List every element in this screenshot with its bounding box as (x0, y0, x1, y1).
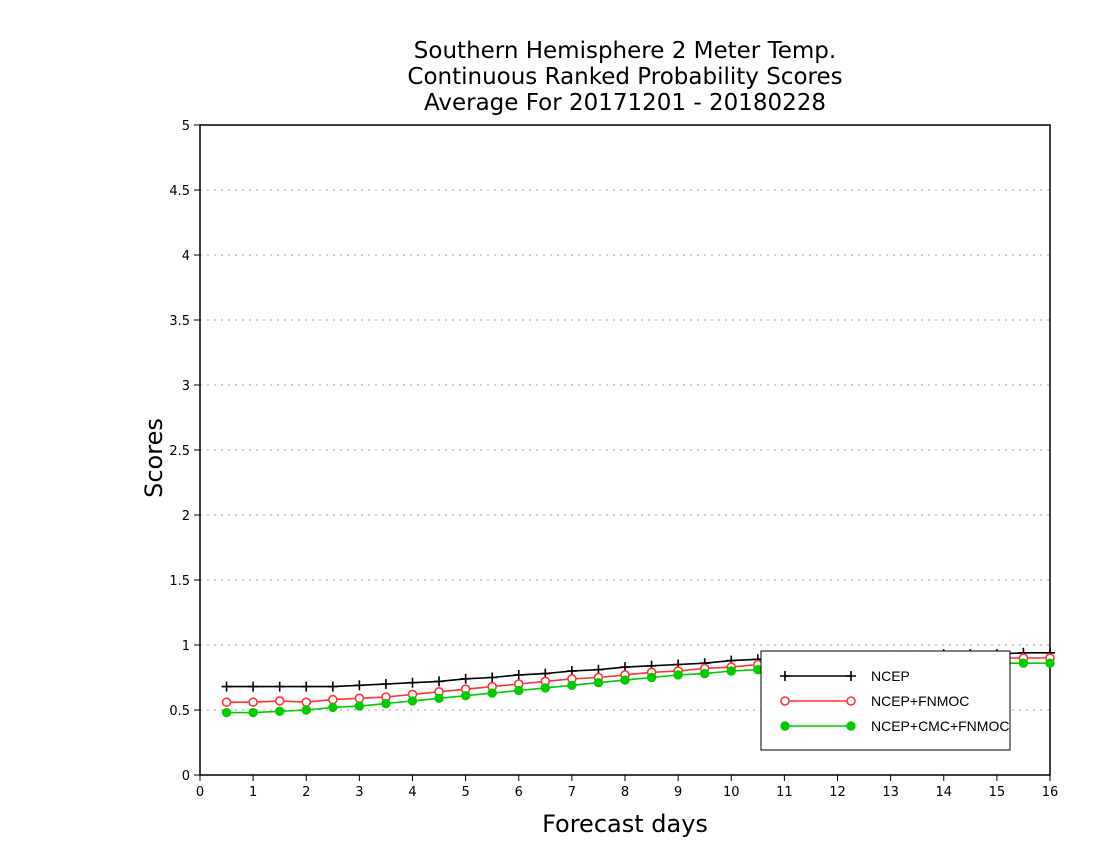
legend-label: NCEP+FNMOC (871, 693, 969, 709)
y-tick-label: 0 (182, 769, 190, 784)
data-point (274, 696, 285, 706)
data-point (620, 675, 630, 685)
y-tick-label: 5 (182, 119, 190, 134)
legend-marker (780, 696, 790, 706)
x-tick-label: 0 (196, 785, 204, 800)
y-tick-label: 1.5 (169, 574, 190, 589)
title-line-3: Average For 20171201 - 20180228 (424, 90, 826, 116)
grid (200, 124, 1050, 711)
data-point (487, 672, 498, 683)
data-point (1018, 658, 1029, 668)
data-point (274, 681, 285, 692)
data-point (301, 681, 312, 692)
x-tick-label: 9 (674, 785, 682, 800)
data-point (487, 688, 497, 698)
x-tick-label: 13 (882, 785, 899, 800)
y-tick-label: 1 (182, 639, 190, 654)
x-tick-label: 2 (302, 785, 310, 800)
data-point (354, 701, 365, 711)
data-point (407, 696, 418, 706)
legend-item: NCEP (780, 668, 910, 684)
data-point (328, 702, 338, 713)
data-point (460, 673, 471, 684)
y-tick-label: 2 (182, 509, 190, 524)
y-tick-label: 4.5 (169, 184, 190, 199)
chart-title: Southern Hemisphere 2 Meter Temp.Continu… (407, 38, 842, 116)
x-tick-label: 8 (621, 785, 629, 800)
data-point (673, 670, 683, 680)
legend-item: NCEP+FNMOC (780, 693, 969, 709)
legend: NCEP NCEP+FNMOC NCEP+CMC+FNMOC (760, 650, 1011, 751)
legend-label: NCEP+CMC+FNMOC (871, 718, 1009, 734)
data-point (380, 679, 391, 689)
data-point (248, 707, 258, 718)
legend-item: NCEP+CMC+FNMOC (780, 718, 1009, 734)
y-tick-label: 3 (182, 379, 190, 394)
data-point (434, 676, 445, 687)
data-point (354, 693, 365, 704)
y-tick-label: 4 (182, 249, 190, 264)
y-tick-label: 0.5 (169, 704, 190, 719)
legend-marker (780, 721, 790, 731)
y-tick-label: 2.5 (169, 444, 190, 459)
data-point (1045, 658, 1055, 668)
data-point (381, 698, 391, 709)
legend-label: NCEP (871, 668, 910, 684)
data-point (301, 705, 311, 715)
y-tick-label: 3.5 (169, 314, 190, 329)
data-point (327, 681, 338, 692)
data-point (540, 683, 551, 693)
legend-marker (780, 671, 790, 681)
x-axis-label: Forecast days (542, 810, 708, 838)
x-tick-label: 16 (1042, 785, 1059, 800)
data-point (274, 706, 285, 716)
x-axis: 0 1 2 3 4 5 6 7 8 9 10 11 12 13 14 15 16 (196, 775, 1058, 800)
data-point (221, 681, 232, 692)
data-point (646, 672, 657, 683)
x-tick-label: 4 (408, 785, 416, 800)
x-tick-label: 15 (989, 785, 1006, 800)
data-point (434, 693, 444, 703)
data-point (513, 669, 524, 680)
data-point (221, 707, 232, 718)
x-tick-label: 1 (249, 785, 257, 800)
data-point (699, 668, 710, 679)
title-line-2: Continuous Ranked Probability Scores (407, 64, 842, 90)
data-point (593, 678, 604, 688)
x-tick-label: 7 (568, 785, 576, 800)
title-line-1: Southern Hemisphere 2 Meter Temp. (414, 38, 836, 64)
data-point (301, 697, 312, 708)
x-tick-label: 5 (461, 785, 469, 800)
data-point (328, 694, 338, 705)
x-tick-label: 10 (723, 785, 740, 800)
data-point (407, 677, 418, 688)
data-point (354, 680, 365, 691)
data-point (221, 697, 232, 708)
x-tick-label: 12 (829, 785, 846, 800)
data-point (726, 666, 736, 676)
legend-marker (846, 671, 856, 681)
data-point (567, 680, 577, 690)
x-tick-label: 3 (355, 785, 363, 800)
data-point (248, 681, 259, 692)
data-point (514, 685, 524, 696)
legend-marker (846, 696, 856, 706)
legend-marker (846, 721, 856, 731)
data-point (460, 691, 471, 701)
x-tick-label: 11 (776, 785, 793, 800)
data-point (248, 697, 258, 708)
x-tick-label: 6 (515, 785, 523, 800)
x-tick-label: 14 (935, 785, 952, 800)
y-axis-label: Scores (140, 418, 168, 498)
y-axis: 0 0.5 1 1.5 2 2.5 3 3.5 4 4.5 5 (169, 119, 200, 784)
